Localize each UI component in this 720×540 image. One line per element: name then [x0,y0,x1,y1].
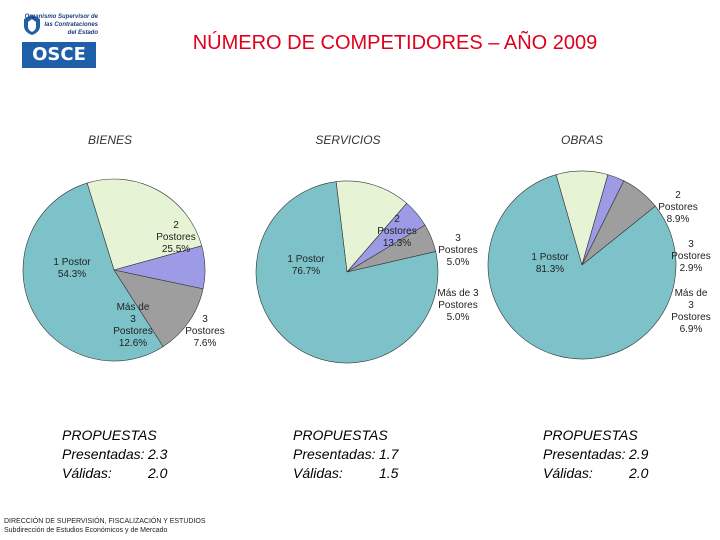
slice-label-2-postores: 2 Postores 25.5% [156,220,195,255]
slice-label-1-postor: 1 Postor 81.3% [531,252,569,275]
slice-label-mas-de-3-postores: Más de 3 Postores 12.6% [113,302,152,349]
slice-label-2-postores: 2 Postores 13.3% [377,214,416,249]
validas-label: Válidas: [62,465,112,481]
presentadas-value: 2.9 [629,446,649,462]
propuestas-heading: PROPUESTAS [293,427,388,443]
presentadas-label: Presentadas: [543,446,626,462]
validas-value: 2.0 [629,465,649,481]
slice-label-1-postor: 1 Postor 54.3% [53,257,91,280]
osce-emblem-icon [24,15,40,35]
footer-line-1: DIRECCIÓN DE SUPERVISIÓN, FISCALIZACIÓN … [4,518,206,525]
propuestas-servicios: PROPUESTAS Presentadas: 1.7 Válidas: 1.5 [293,426,398,483]
propuestas-bienes: PROPUESTAS Presentadas: 2.3 Válidas: 2.0 [62,426,167,483]
chart-title-bienes: BIENES [87,133,132,147]
slice-label-mas-de-3-postores: Más de 3 Postores 5.0% [437,288,479,323]
presentadas-label: Presentadas: [293,446,376,462]
pie-slice-mas-de-3-postores [113,269,204,348]
chart-title-servicios: SERVICIOS [315,133,381,147]
presentadas-label: Presentadas: [62,446,145,462]
logo-osce-text: OSCE [22,42,96,68]
propuestas-obras: PROPUESTAS Presentadas: 2.9 Válidas: 2.0 [543,426,648,483]
pie-slice-2-postores [335,180,408,273]
validas-value: 2.0 [148,465,168,481]
slice-label-3-postores: 3 Postores 7.6% [185,314,224,349]
osce-logo: Organismo Supervisor de las Contratacion… [22,12,98,70]
propuestas-heading: PROPUESTAS [543,427,638,443]
propuestas-heading: PROPUESTAS [62,427,157,443]
slice-label-2-postores: 2 Postores 8.9% [658,190,697,225]
pie-slice-1-postor [487,174,677,360]
slice-label-3-postores: 3 Postores 5.0% [438,233,477,268]
logo-line-3: del Estado [67,30,98,36]
validas-value: 1.5 [379,465,399,481]
validas-label: Válidas: [293,465,343,481]
chart-title-obras: OBRAS [560,133,603,147]
presentadas-value: 1.7 [379,446,399,462]
pie-slice-1-postor [255,181,439,364]
presentadas-value: 2.3 [148,446,168,462]
slice-label-1-postor: 1 Postor 76.7% [287,254,325,277]
page-title: NÚMERO DE COMPETIDORES – AÑO 2009 [192,32,598,54]
footer: DIRECCIÓN DE SUPERVISIÓN, FISCALIZACIÓN … [4,517,206,535]
logo-line-1: Organismo Supervisor de [24,14,98,20]
logo-line-2: las Contrataciones [44,22,98,28]
pie-slice-1-postor [22,182,164,362]
pie-slice-2-postores [86,178,203,271]
slice-label-3-postores: 3 Postores 2.9% [671,239,710,274]
slice-label-mas-de-3-postores: Más de 3 Postores 6.9% [671,288,710,335]
footer-line-2: Subdirección de Estudios Económicos y de… [4,527,168,534]
validas-label: Válidas: [543,465,593,481]
